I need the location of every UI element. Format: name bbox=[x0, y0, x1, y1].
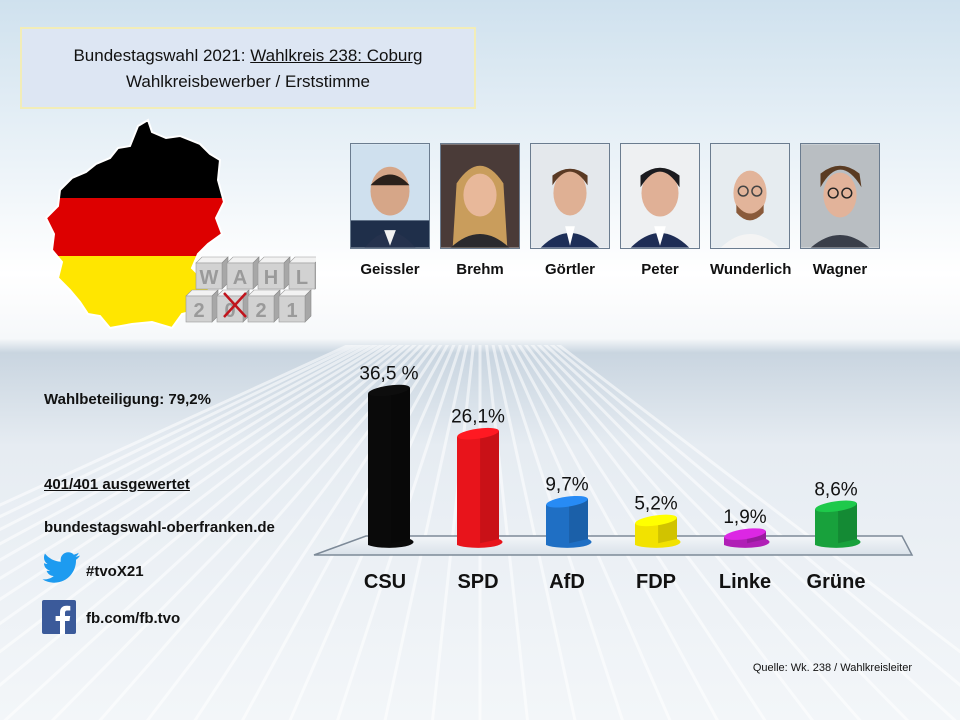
value-label-spd: 26,1% bbox=[451, 407, 505, 428]
bar-spd bbox=[457, 427, 503, 548]
twitter-icon[interactable] bbox=[42, 551, 80, 583]
category-label-fdp: FDP bbox=[636, 571, 676, 593]
header-line2: Wahlkreisbewerber / Erststimme bbox=[125, 72, 371, 91]
header-line1: Bundestagswahl 2021: Wahlkreis 238: Cobu… bbox=[73, 46, 423, 65]
candidate-wunderlich: Wunderlich bbox=[710, 143, 792, 278]
facebook-icon[interactable] bbox=[42, 600, 76, 634]
value-label-afd: 9,7% bbox=[545, 475, 588, 496]
value-label-fdp: 5,2% bbox=[634, 493, 677, 514]
category-label-afd: AfD bbox=[549, 571, 585, 593]
counted-link[interactable]: 401/401 ausgewertet bbox=[44, 476, 190, 493]
candidate-photo-wunderlich bbox=[710, 143, 790, 249]
results-bar-chart: 36,5 % 26,1% 9,7% 5,2% 1,9% 8,6% CSU SPD AfD FDP… bbox=[313, 364, 914, 593]
candidate-wagner: Wagner bbox=[800, 143, 880, 278]
bar-afd bbox=[546, 495, 592, 548]
logo-cube: A bbox=[226, 256, 260, 290]
bar-csu bbox=[368, 384, 414, 548]
candidate-name: Brehm bbox=[456, 261, 504, 278]
website-link[interactable]: bundestagswahl-oberfranken.de bbox=[44, 519, 275, 536]
candidate-goertler: Görtler bbox=[530, 143, 610, 278]
candidate-photo-goertler bbox=[530, 143, 610, 249]
category-label-grüne: Grüne bbox=[807, 571, 866, 593]
candidate-photo-wagner bbox=[800, 143, 880, 249]
value-label-linke: 1,9% bbox=[723, 507, 766, 528]
logo-cube: 2 bbox=[247, 289, 281, 323]
logo-letter: H bbox=[264, 267, 278, 289]
logo-letter: W bbox=[200, 267, 219, 289]
candidate-photo-geissler bbox=[350, 143, 430, 249]
logo-cube: H bbox=[257, 256, 291, 290]
candidate-geissler: Geissler bbox=[350, 143, 430, 278]
cross-mark-icon bbox=[223, 292, 247, 318]
bar-linke bbox=[724, 528, 770, 548]
wahl-2021-logo: W A H L2 0 2 1 bbox=[185, 256, 316, 323]
candidate-photo-brehm bbox=[440, 143, 520, 249]
floor-background bbox=[0, 345, 960, 720]
candidate-name: Wunderlich bbox=[710, 261, 792, 278]
bar-fdp bbox=[635, 514, 681, 548]
candidate-name: Geissler bbox=[360, 261, 420, 278]
candidate-brehm: Brehm bbox=[440, 143, 520, 278]
logo-cube: W bbox=[195, 256, 229, 290]
logo-letter: 1 bbox=[286, 300, 297, 322]
category-label-linke: Linke bbox=[719, 571, 771, 593]
logo-cube: L bbox=[288, 256, 316, 290]
candidate-name: Peter bbox=[641, 261, 679, 278]
logo-letter: A bbox=[233, 267, 247, 289]
logo-letter: 2 bbox=[193, 300, 204, 322]
value-label-grüne: 8,6% bbox=[814, 479, 857, 500]
logo-cube: 1 bbox=[278, 289, 312, 323]
facebook-handle[interactable]: fb.com/fb.tvo bbox=[86, 610, 181, 627]
candidate-peter: Peter bbox=[620, 143, 700, 278]
category-label-spd: SPD bbox=[457, 571, 498, 593]
logo-letter: 2 bbox=[255, 300, 266, 322]
bar-grüne bbox=[815, 500, 861, 548]
candidate-photo-peter bbox=[620, 143, 700, 249]
category-label-csu: CSU bbox=[364, 571, 406, 593]
candidate-name: Görtler bbox=[544, 261, 595, 278]
logo-cube: 2 bbox=[185, 289, 219, 323]
candidate-name: Wagner bbox=[812, 261, 868, 278]
source-note: Quelle: Wk. 238 / Wahlkreisleiter bbox=[752, 662, 912, 674]
value-label-csu: 36,5 % bbox=[359, 364, 418, 385]
logo-letter: L bbox=[296, 267, 308, 289]
header-box: Bundestagswahl 2021: Wahlkreis 238: Cobu… bbox=[20, 27, 476, 109]
twitter-handle[interactable]: #tvoX21 bbox=[86, 563, 144, 580]
turnout-label: Wahlbeteiligung: 79,2% bbox=[44, 391, 211, 408]
constituency-link[interactable]: Wahlkreis 238: Coburg bbox=[250, 46, 423, 65]
